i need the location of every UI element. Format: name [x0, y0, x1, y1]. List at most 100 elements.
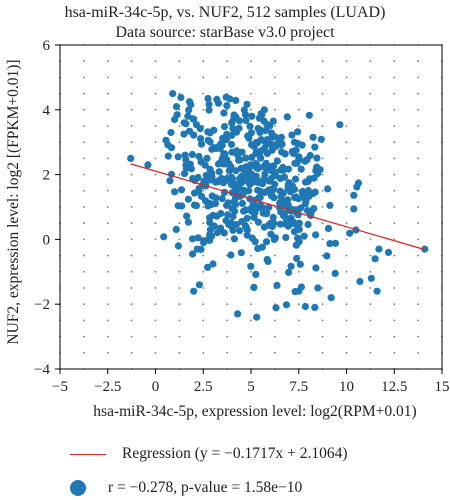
- grid-dot: [83, 319, 85, 322]
- data-point: [218, 155, 226, 163]
- data-point: [235, 117, 244, 125]
- data-point: [204, 202, 212, 210]
- data-point: [210, 222, 218, 230]
- data-point: [232, 220, 240, 229]
- grid-dot: [417, 351, 419, 354]
- grid-dot: [178, 76, 181, 79]
- data-point: [229, 125, 237, 133]
- grid-dot: [393, 108, 396, 111]
- grid-dot: [393, 141, 396, 144]
- data-point: [324, 224, 333, 232]
- data-point: [304, 220, 312, 229]
- grid-dot: [226, 351, 229, 354]
- data-point: [314, 284, 322, 292]
- data-point: [259, 209, 267, 217]
- point-swatch: [70, 480, 86, 496]
- data-point: [262, 238, 271, 246]
- data-point: [326, 240, 334, 248]
- grid-dot: [274, 125, 276, 127]
- data-point: [227, 251, 235, 259]
- data-point: [210, 126, 218, 134]
- data-point: [258, 243, 266, 251]
- data-point: [277, 141, 285, 149]
- grid-dot: [130, 287, 133, 289]
- grid-dot: [106, 141, 109, 144]
- grid-dot: [178, 254, 181, 257]
- grid-dot: [202, 76, 205, 79]
- grid-dot: [154, 206, 157, 208]
- grid-dot: [393, 335, 396, 338]
- data-point: [231, 200, 240, 208]
- data-point: [187, 165, 195, 173]
- data-point: [280, 165, 288, 173]
- grid-dot: [154, 287, 157, 289]
- y-tick-label: 0: [43, 232, 51, 248]
- data-point: [194, 234, 202, 242]
- grid-dot: [417, 157, 419, 160]
- grid-dot: [83, 76, 85, 79]
- data-point: [219, 179, 227, 187]
- grid-dot: [178, 335, 181, 338]
- grid-dot: [345, 335, 348, 338]
- data-point: [234, 310, 242, 318]
- grid-dot: [345, 173, 348, 176]
- data-point: [254, 218, 262, 226]
- data-point: [197, 140, 206, 148]
- grid-dot: [106, 319, 109, 322]
- data-point: [241, 221, 249, 230]
- data-point: [204, 94, 212, 103]
- data-point: [236, 227, 244, 235]
- data-point: [227, 140, 236, 149]
- grid-dot: [321, 222, 324, 225]
- grid-dot: [274, 60, 276, 63]
- grid-dot: [226, 287, 229, 289]
- data-point: [268, 146, 276, 154]
- data-point: [350, 205, 358, 213]
- data-point: [312, 264, 320, 272]
- grid-dot: [154, 270, 157, 273]
- x-tick-label: 2.5: [194, 379, 213, 395]
- data-point: [295, 195, 303, 203]
- grid-dot: [83, 222, 85, 225]
- data-point: [215, 168, 223, 176]
- grid-dot: [106, 287, 109, 289]
- data-point: [375, 245, 383, 253]
- data-point: [232, 180, 240, 188]
- data-point: [247, 262, 255, 270]
- grid-dot: [106, 303, 109, 306]
- grid-dot: [321, 238, 324, 241]
- grid-dot: [83, 206, 85, 208]
- data-point: [297, 283, 305, 291]
- grid-dot: [321, 254, 324, 257]
- grid-dot: [178, 173, 181, 176]
- data-point: [257, 177, 265, 185]
- data-point: [248, 234, 256, 242]
- grid-dot: [417, 335, 419, 338]
- data-point: [371, 255, 379, 263]
- grid-dot: [345, 60, 348, 63]
- data-point: [297, 204, 305, 212]
- data-point: [242, 206, 250, 214]
- data-point: [300, 232, 308, 240]
- data-point: [313, 154, 321, 162]
- grid-dot: [417, 76, 419, 79]
- data-point: [311, 303, 319, 311]
- data-point: [356, 277, 364, 286]
- data-point: [184, 218, 192, 226]
- grid-dot: [106, 351, 109, 354]
- grid-dot: [202, 270, 205, 273]
- grid-dot: [393, 254, 396, 257]
- grid-dot: [417, 222, 419, 225]
- grid-dot: [226, 319, 229, 322]
- data-point: [206, 236, 214, 244]
- grid-dot: [130, 92, 133, 95]
- data-point: [253, 164, 261, 172]
- grid-dot: [226, 335, 229, 338]
- data-point: [331, 239, 339, 247]
- grid-dot: [106, 60, 109, 63]
- data-point: [258, 111, 266, 119]
- grid-dot: [178, 222, 181, 225]
- data-point: [169, 90, 177, 98]
- data-point: [282, 233, 290, 242]
- grid-dot: [321, 108, 324, 111]
